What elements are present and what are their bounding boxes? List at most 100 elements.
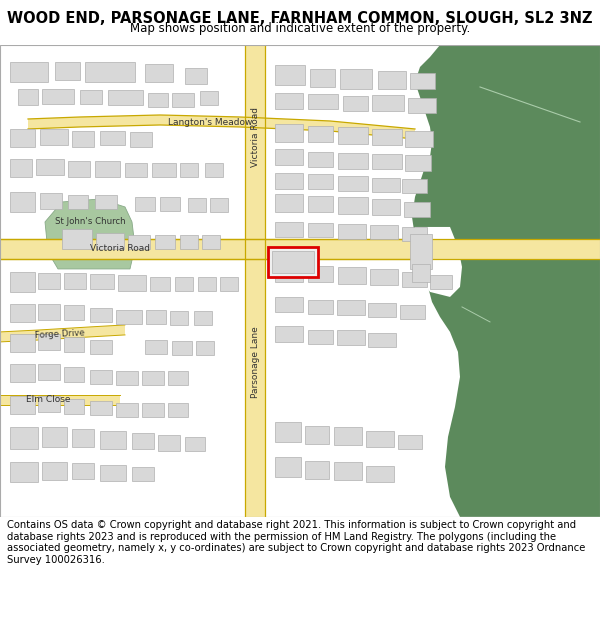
Text: WOOD END, PARSONAGE LANE, FARNHAM COMMON, SLOUGH, SL2 3NZ: WOOD END, PARSONAGE LANE, FARNHAM COMMON… <box>7 11 593 26</box>
Bar <box>340 69 372 89</box>
Bar <box>334 427 362 445</box>
Bar <box>135 197 155 211</box>
Bar <box>90 308 112 322</box>
Bar <box>275 457 301 477</box>
Bar <box>378 71 406 89</box>
Bar <box>368 333 396 347</box>
Bar <box>64 337 84 352</box>
Bar <box>116 310 142 324</box>
Polygon shape <box>412 227 462 297</box>
Bar <box>308 300 333 314</box>
Text: Elm Close: Elm Close <box>26 396 70 404</box>
Bar <box>338 153 368 169</box>
Bar <box>275 149 303 165</box>
Bar <box>308 223 333 237</box>
Text: Victoria Road: Victoria Road <box>90 244 150 254</box>
Bar <box>405 155 431 171</box>
Bar <box>412 264 430 282</box>
Text: Langton's Meadow: Langton's Meadow <box>168 119 252 127</box>
Bar <box>85 62 135 82</box>
Bar <box>38 396 60 412</box>
Bar <box>38 334 60 350</box>
Bar <box>160 197 180 211</box>
Polygon shape <box>28 115 415 139</box>
Text: Parsonage Lane: Parsonage Lane <box>251 326 260 398</box>
Bar <box>38 273 60 289</box>
Bar <box>132 433 154 449</box>
Bar <box>100 131 125 145</box>
Bar <box>430 275 452 289</box>
Bar <box>402 227 427 241</box>
Bar <box>125 163 147 177</box>
Polygon shape <box>412 45 600 517</box>
Bar <box>188 198 206 212</box>
Bar <box>42 462 67 480</box>
Bar <box>142 403 164 417</box>
Bar <box>95 195 117 209</box>
Bar <box>68 161 90 177</box>
Bar <box>10 427 38 449</box>
Text: Map shows position and indicative extent of the property.: Map shows position and indicative extent… <box>130 22 470 35</box>
Bar <box>368 303 396 317</box>
Bar <box>372 199 400 215</box>
Bar <box>275 422 301 442</box>
Bar <box>0 239 430 259</box>
Bar <box>402 179 427 193</box>
Bar <box>64 273 86 289</box>
Bar <box>72 429 94 447</box>
Bar <box>196 341 214 355</box>
Bar <box>275 65 305 85</box>
Bar <box>40 129 68 145</box>
Bar <box>372 178 400 192</box>
Bar <box>38 364 60 380</box>
Bar <box>10 334 35 352</box>
Bar <box>245 45 265 517</box>
Bar <box>405 131 433 147</box>
Bar <box>10 272 35 292</box>
Bar <box>80 90 102 104</box>
Bar <box>198 277 216 291</box>
Bar <box>308 174 333 189</box>
Bar <box>372 154 402 169</box>
Bar <box>366 431 394 447</box>
Bar <box>158 435 180 451</box>
Bar <box>116 371 138 385</box>
Bar <box>268 247 318 277</box>
Bar <box>68 195 88 209</box>
Bar <box>90 401 112 415</box>
Bar <box>100 431 126 449</box>
Bar <box>338 224 366 239</box>
Bar <box>308 126 333 142</box>
Bar <box>148 93 168 107</box>
Bar <box>194 311 212 325</box>
Bar <box>10 62 48 82</box>
Bar <box>372 129 402 145</box>
Bar <box>130 132 152 147</box>
Polygon shape <box>45 199 135 269</box>
Bar <box>170 311 188 325</box>
Bar <box>275 194 303 212</box>
Bar <box>305 426 329 444</box>
Bar <box>410 234 432 269</box>
Bar <box>64 367 84 382</box>
Bar <box>96 233 124 249</box>
Bar <box>36 159 64 175</box>
Bar <box>142 371 164 385</box>
Text: Forge Drive: Forge Drive <box>35 328 85 340</box>
Bar <box>272 251 314 273</box>
Bar <box>402 272 427 287</box>
Bar <box>408 98 436 113</box>
Bar <box>95 161 120 177</box>
Bar <box>308 330 333 344</box>
Bar <box>366 466 394 482</box>
Bar <box>118 275 146 291</box>
Bar <box>404 202 430 217</box>
Bar <box>210 198 228 212</box>
Bar <box>334 462 362 480</box>
Bar <box>400 305 425 319</box>
Bar <box>275 93 303 109</box>
Bar <box>202 235 220 249</box>
Bar <box>310 69 335 87</box>
Bar <box>308 266 333 282</box>
Bar <box>172 341 192 355</box>
